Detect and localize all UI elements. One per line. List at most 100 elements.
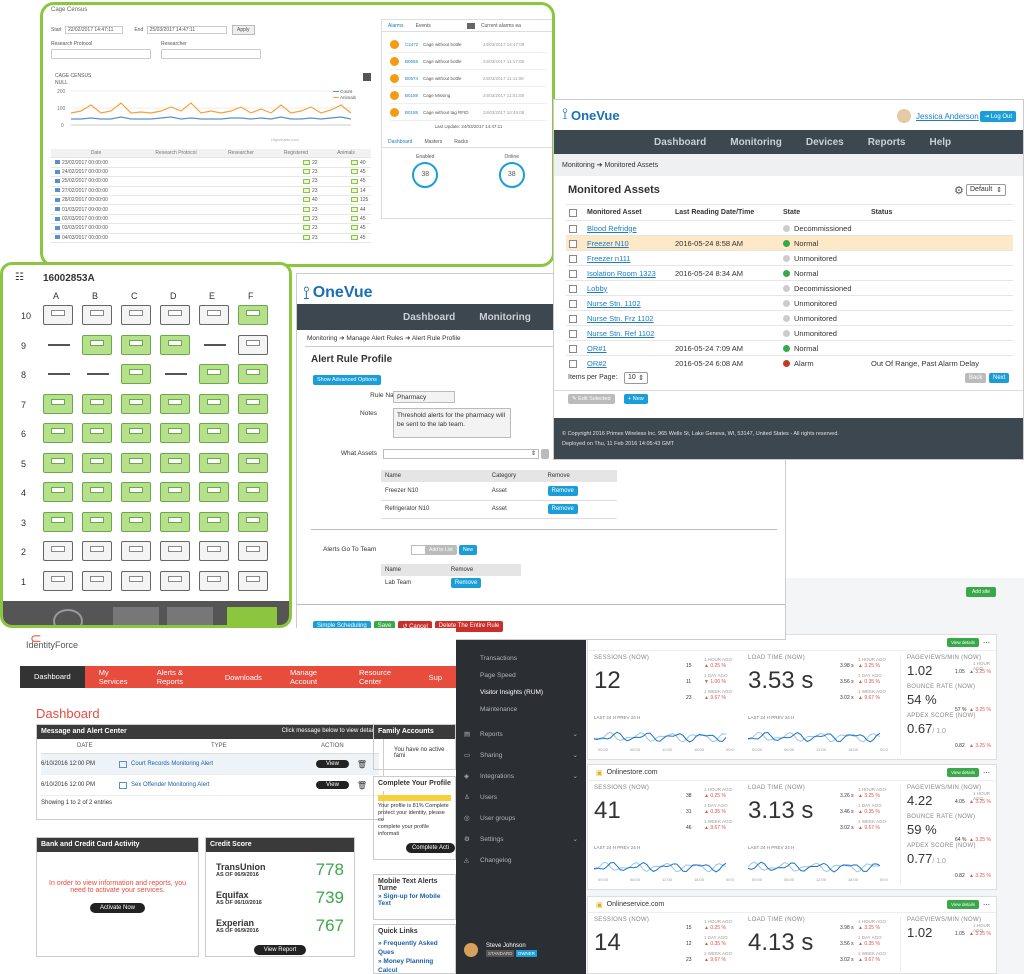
tab-alarms[interactable]: Alarms: [388, 22, 404, 29]
cage-slot[interactable]: [82, 333, 114, 357]
nav-dashboard[interactable]: Dashboard: [20, 666, 85, 688]
tab-racks[interactable]: Racks: [454, 139, 469, 145]
asset-link[interactable]: Nurse Stn. Ref 1102: [587, 328, 655, 338]
cage-slot[interactable]: [121, 362, 153, 386]
cage-slot[interactable]: [43, 569, 75, 593]
cage-slot[interactable]: [199, 362, 231, 386]
cage-slot[interactable]: [121, 451, 153, 475]
cage-slot[interactable]: [82, 392, 114, 416]
view-details-button[interactable]: View details: [947, 638, 979, 647]
cage-slot[interactable]: [238, 510, 270, 534]
row-checkbox[interactable]: [569, 254, 577, 263]
remove-button[interactable]: Remove: [450, 578, 482, 588]
cage-slot[interactable]: [82, 510, 114, 534]
delete-rule-button[interactable]: Delete The Entire Rule: [434, 621, 504, 632]
asset-link[interactable]: OR#1: [587, 343, 607, 353]
asset-link[interactable]: Freezer N10: [587, 238, 629, 248]
more-icon[interactable]: ⋯: [983, 639, 990, 647]
new-team-button[interactable]: New: [459, 545, 478, 555]
more-icon[interactable]: ⋯: [983, 769, 990, 777]
trash-icon[interactable]: 🗑: [356, 780, 368, 790]
back-button[interactable]: Back: [965, 373, 987, 383]
asset-link[interactable]: OR#2: [587, 358, 607, 368]
alarm-id[interactable]: B0188: [405, 92, 419, 98]
cage-slot[interactable]: [43, 451, 75, 475]
row-checkbox[interactable]: [569, 239, 577, 248]
table-row[interactable]: Nurse Stn. 1102 Unmonitored: [566, 295, 1013, 311]
row-checkbox[interactable]: [569, 224, 577, 233]
asset-link[interactable]: Isolation Room 1323: [587, 268, 656, 278]
mobile-signup-link[interactable]: Sign-up for Mobile Text: [378, 893, 441, 907]
nav-dashboard[interactable]: Dashboard: [403, 311, 456, 323]
row-checkbox[interactable]: [569, 269, 577, 278]
cage-slot[interactable]: [238, 392, 270, 416]
view-details-button[interactable]: View details: [947, 900, 979, 909]
user-profile[interactable]: Steve Johnson STANDARD OWNER: [464, 943, 537, 957]
select-all-checkbox[interactable]: [569, 208, 577, 217]
cage-slot[interactable]: [43, 303, 75, 327]
cage-slot[interactable]: [160, 421, 192, 445]
cage-view-button[interactable]: [167, 607, 213, 625]
cage-slot[interactable]: [238, 539, 270, 563]
sidebar-item[interactable]: ◬ Changelog: [464, 850, 586, 871]
save-button[interactable]: Save: [373, 621, 396, 632]
sidebar-item[interactable]: ▤ Reports ⌄: [464, 724, 586, 745]
asset-link[interactable]: Blood Refridge: [587, 223, 637, 233]
message-type[interactable]: Court Records Monitoring Alert: [131, 761, 214, 767]
cage-slot[interactable]: [238, 303, 270, 327]
add-asset-button[interactable]: [541, 449, 549, 459]
cage-view-button-active[interactable]: [227, 607, 277, 625]
message-row[interactable]: 6/10/2016 12:00 PM Sex Offender Monitorin…: [41, 775, 379, 796]
alarm-id[interactable]: B0574: [405, 75, 419, 81]
sidebar-item[interactable]: ⚙ Settings ⌄: [464, 829, 586, 850]
alarm-item[interactable]: B0188 Cage Missing 24/03/2017 11:01:08: [390, 87, 547, 104]
site-name[interactable]: Onlineservice.com: [606, 901, 665, 908]
sidebar-subitem[interactable]: Page Speed: [480, 672, 516, 679]
cage-slot[interactable]: [43, 480, 75, 504]
view-select[interactable]: Default ⇕: [966, 184, 1006, 196]
nav-my-services[interactable]: My Services: [98, 668, 128, 686]
asset-link[interactable]: Nurse Stn. 1102: [587, 298, 641, 308]
edit-selected-button[interactable]: ✎ Edit Selected: [568, 394, 615, 404]
simple-scheduling-button[interactable]: Simple Scheduling: [313, 621, 371, 632]
logout-button[interactable]: ⇥ Log Out: [980, 111, 1017, 122]
apply-button[interactable]: Apply: [232, 25, 255, 35]
row-checkbox[interactable]: [569, 314, 577, 323]
items-per-page-select[interactable]: 10 ⇕: [624, 372, 648, 384]
cage-slot[interactable]: [160, 333, 192, 357]
researcher-select[interactable]: [161, 49, 261, 59]
cage-slot[interactable]: [199, 480, 231, 504]
tab-current-alarms[interactable]: Current alarms ea: [480, 22, 521, 29]
cage-slot[interactable]: [121, 333, 153, 357]
nav-help[interactable]: Help: [929, 136, 952, 148]
sidebar-subitem[interactable]: Transactions: [480, 655, 517, 662]
table-row[interactable]: OR#2 2016-05-24 6:08 AM Alarm Out Of Range,…: [566, 355, 1013, 371]
cage-slot[interactable]: [82, 480, 114, 504]
cage-slot[interactable]: [199, 569, 231, 593]
more-icon[interactable]: ⋯: [983, 901, 990, 909]
cage-slot[interactable]: [238, 421, 270, 445]
cage-slot[interactable]: [43, 421, 75, 445]
nav-monitoring[interactable]: Monitoring: [730, 136, 782, 148]
cage-slot[interactable]: [43, 392, 75, 416]
cage-slot[interactable]: [121, 303, 153, 327]
nav-resource-center[interactable]: Resource Center: [358, 668, 392, 686]
next-button[interactable]: Next: [989, 373, 1010, 383]
nav-manage-account[interactable]: Manage Account: [289, 668, 318, 686]
table-row[interactable]: Nurse Stn. Frz 1102 Unmonitored: [566, 310, 1013, 326]
cage-slot[interactable]: [199, 303, 231, 327]
cage-slot[interactable]: [160, 303, 192, 327]
remove-button[interactable]: Remove: [547, 504, 578, 514]
new-asset-button[interactable]: + New: [624, 394, 648, 404]
add-to-list-button[interactable]: Add to List: [425, 545, 457, 555]
view-details-button[interactable]: View details: [947, 768, 979, 777]
cage-slot[interactable]: [160, 392, 192, 416]
view-button[interactable]: View: [316, 781, 349, 789]
cage-slot[interactable]: [199, 421, 231, 445]
alarm-item[interactable]: C2472 Cage without bottle 24/03/2017 14:47…: [390, 36, 547, 53]
end-input[interactable]: 25/03/2017 14:47:11: [146, 26, 227, 34]
sidebar-subitem[interactable]: Visitor Insights (RUM): [480, 689, 544, 696]
alarm-id[interactable]: B0558: [405, 58, 419, 64]
row-checkbox[interactable]: [569, 329, 577, 338]
cage-slot[interactable]: [82, 539, 114, 563]
